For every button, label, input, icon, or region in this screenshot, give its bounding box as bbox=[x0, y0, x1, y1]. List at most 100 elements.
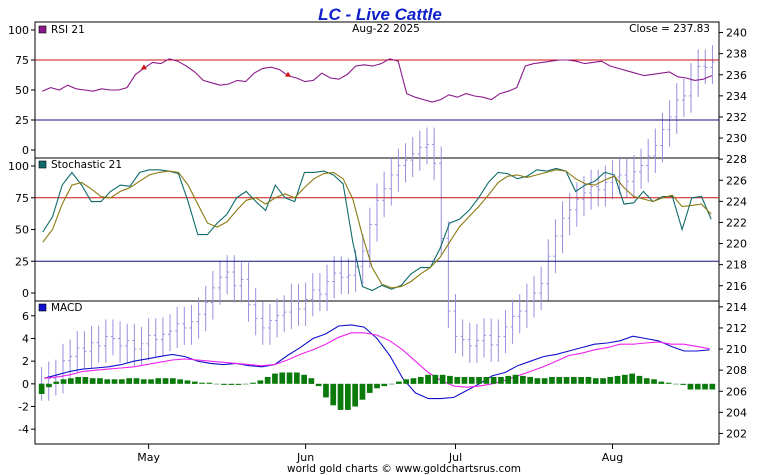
macd-histogram-bar bbox=[352, 383, 358, 407]
macd-histogram-bar bbox=[665, 382, 672, 384]
macd-histogram-bar bbox=[694, 383, 701, 390]
macd-histogram-bar bbox=[512, 374, 519, 384]
rsi-panel bbox=[35, 58, 719, 121]
stoch-ytick-label: 0 bbox=[22, 287, 29, 300]
price-ytick-label: 202 bbox=[726, 427, 747, 440]
macd-histogram-bar bbox=[213, 383, 220, 385]
macd-histogram-bar bbox=[439, 374, 446, 384]
macd-histogram-bar bbox=[687, 383, 694, 390]
macd-histogram-bar bbox=[410, 378, 417, 384]
rsi-ytick-label: 0 bbox=[22, 144, 29, 157]
macd-histogram-bar bbox=[505, 375, 512, 384]
macd-histogram-bar bbox=[388, 383, 395, 385]
macd-ytick-label: 4 bbox=[22, 332, 29, 345]
rsi-ytick-label: 25 bbox=[15, 114, 29, 127]
macd-histogram-bar bbox=[235, 383, 242, 385]
macd-ytick-label: -2 bbox=[18, 401, 29, 414]
macd-histogram-bar bbox=[155, 378, 162, 384]
macd-histogram-bar bbox=[571, 377, 577, 384]
price-ytick-label: 222 bbox=[726, 216, 747, 229]
macd-histogram-bar bbox=[272, 373, 278, 384]
macd-histogram-bar bbox=[228, 383, 235, 385]
macd-histogram-bar bbox=[658, 381, 665, 384]
macd-legend-swatch bbox=[38, 303, 47, 312]
macd-histogram-bar bbox=[476, 377, 482, 384]
macd-histogram-bar bbox=[148, 379, 154, 384]
price-ytick-label: 230 bbox=[726, 132, 747, 145]
price-ytick-label: 218 bbox=[726, 259, 747, 272]
price-ytick-label: 228 bbox=[726, 153, 747, 166]
macd-legend-label: MACD bbox=[51, 302, 82, 314]
rsi-peak-marker bbox=[285, 71, 292, 77]
chart-date: Aug-22 2025 bbox=[352, 23, 420, 35]
macd-histogram-bar bbox=[425, 374, 431, 384]
price-ytick-label: 208 bbox=[726, 364, 747, 377]
macd-histogram-bar bbox=[643, 378, 650, 384]
rsi-legend-swatch bbox=[38, 25, 47, 34]
price-ytick-label: 220 bbox=[726, 238, 747, 251]
stochastic-legend-label: Stochastic 21 bbox=[51, 159, 122, 171]
macd-histogram-bar bbox=[447, 375, 453, 384]
macd-histogram-bar bbox=[308, 378, 315, 384]
macd-histogram-bar bbox=[461, 377, 468, 384]
macd-series-0 bbox=[44, 324, 710, 400]
macd-histogram-bar bbox=[498, 377, 504, 384]
rsi-ytick-label: 75 bbox=[15, 54, 29, 67]
price-ytick-label: 212 bbox=[726, 322, 747, 335]
macd-histogram-bar bbox=[250, 382, 256, 384]
macd-histogram-bar bbox=[454, 377, 461, 384]
macd-histogram-bar bbox=[592, 378, 599, 384]
macd-histogram-bar bbox=[417, 377, 424, 384]
macd-histogram-bar bbox=[170, 378, 176, 384]
macd-histogram-bar bbox=[286, 372, 293, 384]
macd-histogram-bar bbox=[629, 373, 635, 384]
stochastic-panel bbox=[35, 167, 719, 292]
chart-footer: world gold charts © www.goldchartsrus.co… bbox=[287, 463, 521, 475]
price-ytick-label: 226 bbox=[726, 174, 747, 187]
macd-histogram-bar bbox=[359, 383, 366, 400]
macd-histogram-bar bbox=[111, 379, 118, 384]
chart-frame bbox=[34, 21, 720, 445]
macd-histogram-bar bbox=[374, 383, 380, 389]
macd-histogram-bar bbox=[396, 381, 402, 384]
macd-histogram-bar bbox=[534, 378, 541, 384]
macd-histogram-bar bbox=[680, 383, 687, 385]
macd-histogram-bar bbox=[199, 382, 205, 384]
macd-histogram-bar bbox=[527, 377, 533, 384]
macd-histogram-bar bbox=[345, 383, 351, 410]
macd-histogram-bar bbox=[600, 378, 606, 384]
stoch-series-1 bbox=[42, 169, 712, 289]
stoch-ytick-label: 100 bbox=[8, 160, 29, 173]
macd-ytick-label: 6 bbox=[22, 310, 29, 323]
macd-histogram-bar bbox=[468, 377, 475, 384]
macd-histogram-bar bbox=[184, 380, 191, 384]
macd-histogram-bar bbox=[75, 377, 81, 384]
macd-histogram-bar bbox=[622, 374, 628, 384]
macd-histogram-bar bbox=[294, 372, 300, 384]
macd-histogram-bar bbox=[221, 383, 227, 385]
macd-histogram-bar bbox=[133, 378, 140, 384]
macd-histogram-bar bbox=[541, 378, 548, 384]
macd-panel bbox=[38, 324, 716, 410]
macd-histogram-bar bbox=[585, 377, 592, 384]
macd-histogram-bar bbox=[490, 377, 497, 384]
macd-histogram-bar bbox=[315, 383, 322, 387]
macd-histogram-bar bbox=[60, 379, 67, 384]
rsi-ytick-label: 100 bbox=[8, 24, 29, 37]
price-ytick-label: 216 bbox=[726, 280, 747, 293]
axes: 0 25 50 75 100 0 25 50 75 100 -4 -2 0 2 4 6 202 204 206 208… bbox=[8, 24, 747, 464]
macd-histogram-bar bbox=[279, 372, 286, 384]
macd-histogram-bar bbox=[483, 377, 490, 384]
stoch-ytick-label: 25 bbox=[15, 255, 29, 268]
macd-histogram-bar bbox=[301, 374, 307, 384]
price-ytick-label: 214 bbox=[726, 301, 747, 314]
macd-histogram-bar bbox=[337, 383, 344, 410]
macd-histogram-bar bbox=[53, 381, 60, 384]
macd-histogram-bar bbox=[651, 379, 657, 384]
rsi-legend-label: RSI 21 bbox=[51, 24, 85, 36]
chart-title: LC - Live Cattle bbox=[318, 5, 442, 24]
macd-histogram-bar bbox=[264, 377, 271, 384]
rsi-frame bbox=[34, 21, 720, 159]
macd-histogram-bar bbox=[126, 378, 132, 384]
macd-histogram-bar bbox=[177, 379, 183, 384]
